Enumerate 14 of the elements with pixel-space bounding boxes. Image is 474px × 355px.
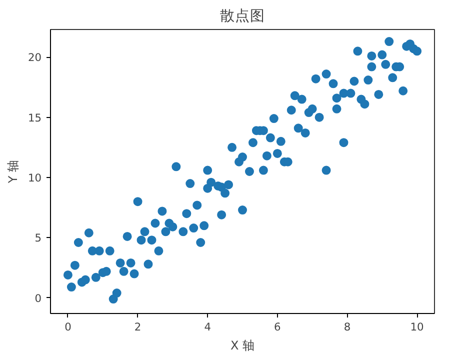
y-axis-title: Y 轴: [6, 160, 20, 184]
x-tick-label: 6: [274, 320, 282, 334]
x-tick-label: 4: [204, 320, 212, 334]
chart-title: 散点图: [220, 8, 265, 24]
x-tick-label: 10: [410, 320, 424, 334]
y-tick-label: 10: [28, 172, 42, 185]
y-tick-label: 0: [34, 292, 42, 305]
y-tick-label: 20: [28, 51, 42, 64]
y-tick-label: 5: [34, 232, 42, 245]
x-tick-label: 2: [134, 320, 142, 334]
y-tick-label: 15: [28, 111, 42, 124]
x-tick-label: 8: [344, 320, 351, 334]
x-axis-title: X 轴: [230, 338, 255, 352]
x-tick-label: 0: [64, 320, 72, 334]
